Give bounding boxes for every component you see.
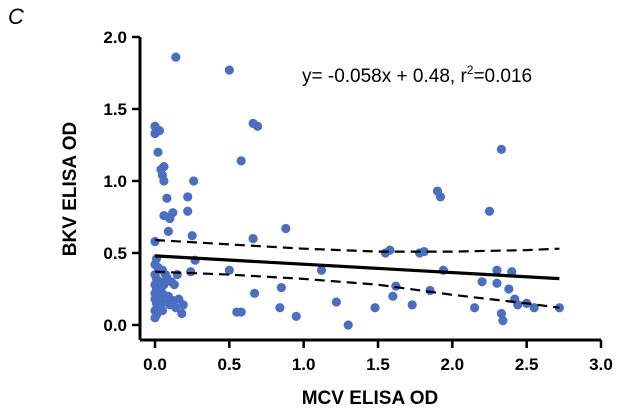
data-point [174,294,184,304]
data-point [153,147,163,157]
panel-label: C [8,4,24,29]
data-point [177,308,187,319]
equation-superscript: 2 [467,63,474,77]
data-point [407,300,417,310]
data-point [281,223,291,234]
y-axis-ticks: 0.0 0.5 1.0 1.5 2.0 [103,28,140,335]
data-point [388,291,398,301]
data-point [331,297,341,307]
x-tick-label: 1.5 [366,355,390,374]
data-point [183,206,193,216]
data-point [484,206,495,216]
y-tick-label: 0.5 [103,244,127,263]
x-tick-label: 3.0 [589,355,613,374]
x-tick-label: 0.0 [143,355,167,374]
regression-equation: y= -0.058x + 0.48, r2=0.016 [302,63,532,87]
data-point [275,303,285,313]
data-point [496,144,506,154]
data-point [370,303,380,313]
data-point [162,193,172,203]
data-point [477,277,487,287]
data-point [150,313,160,323]
data-point [496,308,506,319]
data-point [470,303,480,313]
data-point [169,280,179,290]
y-tick-label: 1.5 [103,100,127,119]
data-point [504,284,514,294]
plot-area [150,52,564,330]
equation-prefix: y= -0.058x + 0.48, r [302,66,467,87]
data-point [513,300,523,310]
x-axis-title: MCV ELISA OD [302,388,439,409]
data-point [492,278,502,288]
data-point [157,306,168,316]
y-axis-title: BKV ELISA OD [60,122,81,256]
data-point [291,311,301,321]
data-point [224,265,234,275]
x-tick-label: 2.0 [441,355,465,374]
data-point [507,267,517,277]
equation-suffix: =0.016 [473,66,532,87]
data-point [159,176,169,186]
confidence-band-upper [154,238,560,253]
data-point [250,288,260,298]
data-point [186,267,196,277]
y-tick-label: 0.0 [103,316,127,335]
x-tick-label: 0.5 [218,355,242,374]
regression-line [154,254,560,281]
data-point [150,236,160,247]
data-point [187,231,197,241]
data-point [529,303,539,313]
y-tick-label: 1.0 [103,172,127,191]
data-point [224,65,234,75]
data-point [236,156,246,166]
data-point [248,234,258,244]
data-point [498,316,508,326]
x-tick-label: 1.0 [292,355,316,374]
x-axis-ticks: 0.0 0.5 1.0 1.5 2.0 2.5 3.0 [143,340,613,374]
data-point [154,126,165,136]
data-point [189,176,199,186]
data-point [159,162,169,172]
data-point [163,226,173,236]
data-point [435,192,446,202]
data-point [171,303,181,313]
data-point [343,320,353,330]
y-tick-label: 2.0 [103,28,127,47]
data-point [385,245,395,255]
data-point [168,208,178,218]
data-point [316,265,327,275]
data-point [162,272,172,283]
data-point [171,52,181,62]
data-point [419,246,429,257]
data-point [252,121,263,131]
data-point [276,282,286,293]
data-point [492,265,502,275]
data-point [236,307,246,317]
x-tick-label: 2.5 [515,355,539,374]
data-point [183,192,193,202]
confidence-band-lower [154,270,560,309]
data-point [159,280,169,290]
